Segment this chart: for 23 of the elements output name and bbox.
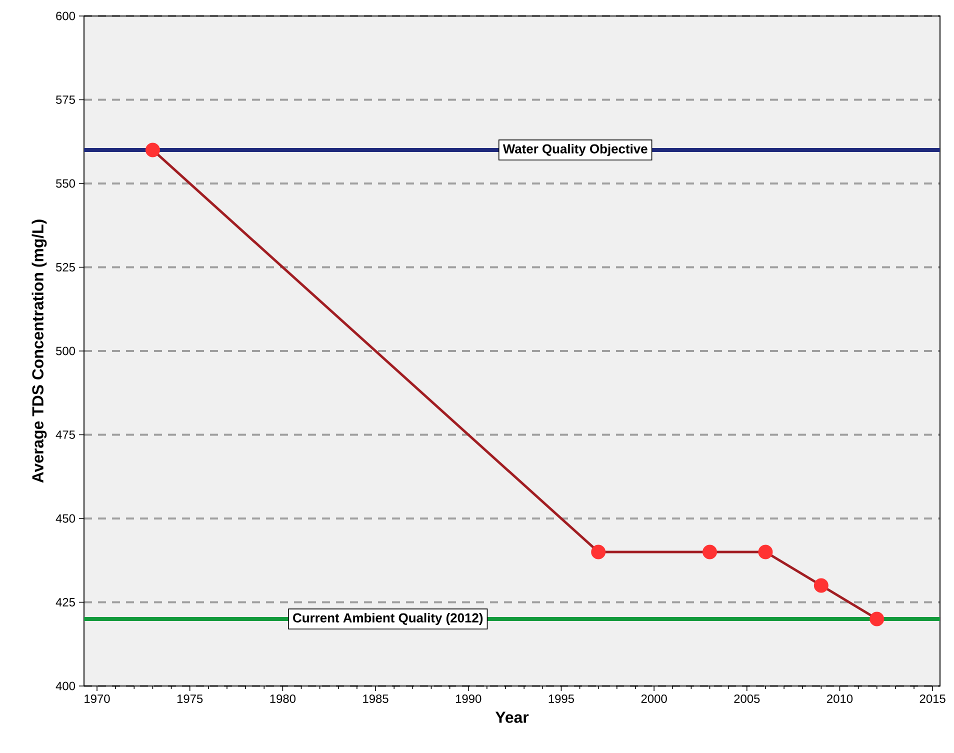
y-tick-label: 475 bbox=[56, 430, 75, 439]
y-tick-label: 400 bbox=[56, 682, 76, 690]
y-tick-label: 575 bbox=[56, 96, 75, 104]
x-tick-label: 2010 bbox=[827, 694, 853, 703]
ref-line-label: Water Quality Objective bbox=[502, 144, 648, 156]
x-tick-label: 2015 bbox=[920, 694, 946, 703]
x-tick-label: 1995 bbox=[548, 694, 574, 703]
x-tick-label: 2005 bbox=[734, 694, 760, 703]
y-axis-title: Average TDS Concentration (mg/L) bbox=[32, 220, 47, 483]
x-axis-title: Year bbox=[495, 712, 529, 723]
y-tick-label: 550 bbox=[56, 179, 76, 188]
x-tick-label: 1990 bbox=[456, 694, 482, 703]
x-tick-label: 2000 bbox=[641, 694, 667, 703]
ref-line-label: Current Ambient Quality (2012) bbox=[293, 612, 483, 626]
x-tick-label: 1975 bbox=[177, 694, 203, 703]
x-tick-label: 1970 bbox=[84, 694, 110, 703]
y-tick-label: 425 bbox=[56, 598, 75, 606]
y-tick-label: 525 bbox=[56, 263, 75, 272]
x-tick-label: 1980 bbox=[270, 694, 296, 703]
x-tick-label: 1985 bbox=[363, 694, 388, 703]
y-tick-label: 450 bbox=[56, 514, 76, 523]
y-tick-label: 600 bbox=[56, 12, 76, 20]
y-tick-label: 500 bbox=[56, 346, 76, 356]
